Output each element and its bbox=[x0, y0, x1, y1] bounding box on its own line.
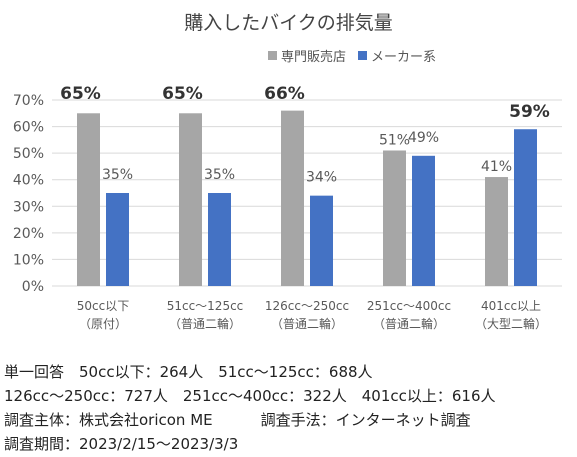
data-label: 41% bbox=[481, 159, 512, 175]
x-tick-label: 401cc以上 bbox=[481, 299, 541, 313]
y-tick-label: 40% bbox=[13, 173, 44, 189]
y-tick-label: 70% bbox=[13, 93, 44, 109]
x-tick-label: 126cc～250cc bbox=[265, 299, 349, 313]
data-label: 59% bbox=[509, 102, 550, 122]
note-line-2: 126cc～250cc：727人 251cc～400cc：322人 401cc以… bbox=[4, 387, 496, 405]
bar-chart: 0% 10% 20% 30% 40% 50% 60% 70% 65% 35% 50cc以下 （原付） 6… bbox=[13, 84, 562, 331]
bar bbox=[412, 155, 435, 286]
chart-title: 購入したバイクの排気量 bbox=[184, 12, 393, 34]
legend-label-dealer: 専門販売店 bbox=[281, 50, 347, 65]
data-label: 65% bbox=[162, 84, 203, 104]
x-tick-label: 50cc以下 bbox=[77, 299, 129, 313]
y-tick-label: 0% bbox=[22, 279, 44, 295]
x-tick-label: （原付） bbox=[79, 317, 127, 331]
note-line-1: 単一回答 50cc以下：264人 51cc～125cc：688人 bbox=[4, 363, 373, 381]
y-tick-label: 60% bbox=[13, 120, 44, 136]
legend-swatch-dealer bbox=[268, 51, 277, 60]
y-tick-label: 30% bbox=[13, 199, 44, 215]
bar bbox=[485, 177, 508, 286]
legend-label-maker: メーカー系 bbox=[371, 50, 437, 65]
note-line-4: 調査期間：2023/2/15～2023/3/3 bbox=[4, 435, 239, 453]
bar bbox=[310, 195, 333, 286]
x-tick-label: 51cc～125cc bbox=[167, 299, 244, 313]
bar bbox=[281, 110, 304, 286]
legend-swatch-maker bbox=[358, 51, 368, 60]
x-tick-label: 251cc～400cc bbox=[367, 299, 451, 313]
data-label: 51% bbox=[379, 132, 410, 148]
bar bbox=[179, 113, 202, 287]
bar bbox=[208, 193, 231, 286]
note-survey-entity: 調査主体：株式会社oricon ME bbox=[4, 411, 213, 429]
x-tick-label: （普通二輪） bbox=[271, 316, 343, 331]
data-label: 35% bbox=[102, 167, 133, 183]
data-label: 49% bbox=[408, 130, 439, 146]
bar bbox=[77, 113, 100, 287]
y-tick-label: 50% bbox=[13, 146, 44, 162]
legend-item-maker: メーカー系 bbox=[358, 46, 436, 65]
legend: 専門販売店 メーカー系 bbox=[268, 46, 442, 65]
bar bbox=[106, 193, 129, 286]
bar bbox=[383, 150, 406, 286]
x-tick-label: （普通二輪） bbox=[373, 316, 445, 331]
data-label: 34% bbox=[306, 170, 337, 186]
bar bbox=[514, 129, 537, 286]
y-tick-label: 20% bbox=[13, 226, 44, 242]
note-survey-method: 調査手法：インターネット調査 bbox=[260, 411, 471, 429]
data-label: 66% bbox=[264, 84, 305, 104]
data-label: 65% bbox=[60, 84, 101, 104]
x-tick-label: （普通二輪） bbox=[169, 316, 241, 331]
y-tick-label: 10% bbox=[13, 252, 44, 268]
note-line-3: 調査主体：株式会社oricon ME 調査手法：インターネット調査 bbox=[4, 408, 496, 432]
data-label: 35% bbox=[204, 167, 235, 183]
survey-notes: 単一回答 50cc以下：264人 51cc～125cc：688人 126cc～2… bbox=[4, 360, 496, 456]
x-tick-label: （大型二輪） bbox=[475, 316, 547, 331]
legend-item-dealer: 専門販売店 bbox=[268, 46, 346, 65]
